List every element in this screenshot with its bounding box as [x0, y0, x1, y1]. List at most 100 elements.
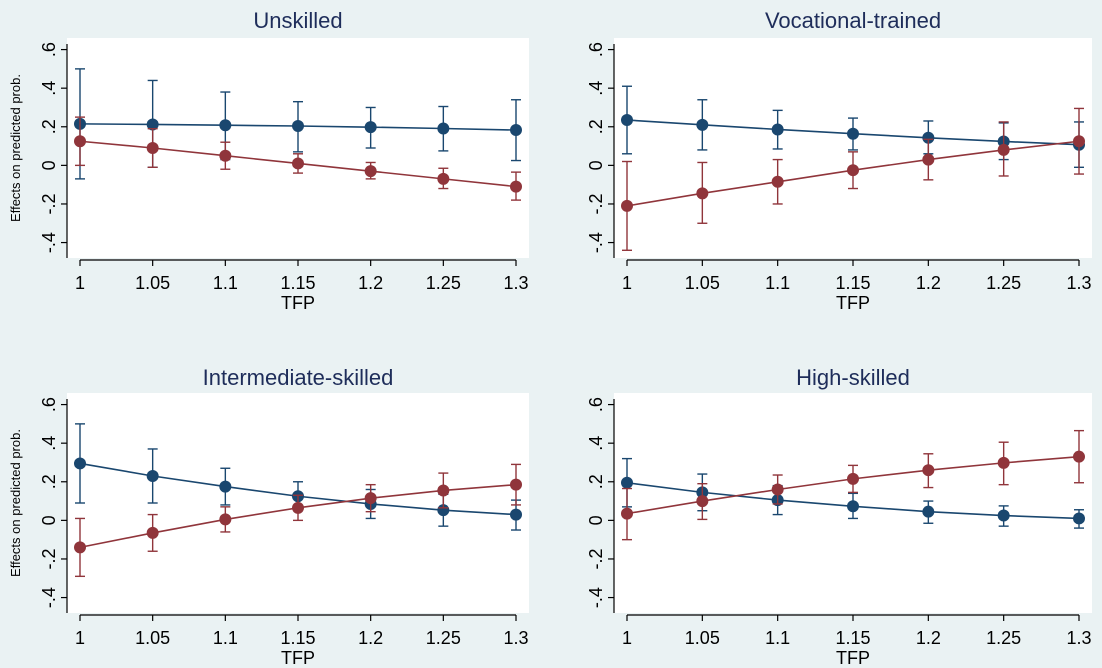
y-tick-label: -.4 — [39, 232, 59, 253]
x-tick-label: 1.15 — [835, 273, 870, 293]
data-point — [1073, 512, 1085, 525]
x-tick-label: 1.25 — [426, 273, 461, 293]
data-point — [847, 127, 859, 140]
data-point — [219, 480, 232, 493]
data-point — [696, 495, 709, 508]
data-point — [621, 507, 633, 520]
y-tick-label: 0 — [39, 160, 59, 170]
data-point — [219, 513, 232, 526]
x-tick-label: 1.05 — [685, 628, 720, 648]
data-point — [510, 478, 522, 491]
data-point — [292, 120, 304, 132]
y-tick-label: .2 — [586, 119, 606, 134]
data-point — [292, 157, 304, 170]
y-tick-label: .6 — [586, 397, 606, 412]
y-tick-label: .2 — [39, 474, 59, 489]
x-tick-label: 1.2 — [358, 273, 383, 293]
data-point — [771, 123, 784, 136]
data-point — [997, 143, 1010, 156]
data-point — [219, 149, 232, 162]
data-point — [997, 509, 1010, 522]
chart-title: Unskilled — [253, 8, 342, 33]
chart-title: High-skilled — [796, 365, 910, 390]
y-tick-label: .4 — [39, 436, 59, 451]
data-point — [364, 492, 377, 505]
chart-panel-3: Intermediate-skilled -.4 -.2 0 .2 .4 .6 Effects… — [8, 365, 529, 668]
x-tick-label: 1.1 — [765, 273, 790, 293]
data-point — [771, 175, 784, 188]
data-point — [146, 142, 159, 154]
chart-panel-2: Vocational-trained -.4 -.2 0 .2 .4 .6 1 1.05 1.1 1… — [586, 8, 1092, 313]
data-point — [922, 464, 935, 477]
x-axis-title: TFP — [836, 648, 870, 668]
x-tick-label: 1.15 — [280, 273, 315, 293]
y-tick-label: -.2 — [39, 548, 59, 569]
y-tick-label: .4 — [39, 81, 59, 96]
data-point — [696, 187, 709, 200]
data-point — [437, 484, 450, 497]
x-tick-label: 1.2 — [916, 628, 941, 648]
y-tick-label: -.4 — [586, 587, 606, 608]
x-tick-label: 1.3 — [503, 273, 528, 293]
x-tick-label: 1.2 — [916, 273, 941, 293]
y-tick-label: -.4 — [586, 232, 606, 253]
x-tick-label: 1.3 — [1066, 273, 1091, 293]
y-tick-label: .2 — [39, 119, 59, 134]
series-2 — [74, 116, 522, 201]
x-tick-label: 1 — [75, 273, 85, 293]
data-point — [510, 124, 522, 137]
data-point — [292, 501, 304, 514]
x-tick-label: 1.05 — [135, 628, 170, 648]
data-point — [621, 114, 633, 127]
data-point — [696, 118, 709, 131]
x-tick-label: 1.3 — [503, 628, 528, 648]
data-point — [621, 476, 633, 489]
chart-title: Intermediate-skilled — [203, 365, 394, 390]
x-tick-label: 1.25 — [426, 628, 461, 648]
data-point — [922, 131, 935, 144]
data-point — [510, 508, 522, 521]
data-point — [621, 199, 633, 212]
y-tick-label: -.4 — [39, 587, 59, 608]
x-tick-label: 1.05 — [685, 273, 720, 293]
data-point — [146, 526, 159, 539]
x-tick-label: 1.25 — [986, 273, 1021, 293]
data-point — [364, 165, 377, 178]
x-tick-label: 1 — [75, 628, 85, 648]
y-tick-label: -.2 — [586, 193, 606, 214]
data-point — [922, 153, 935, 166]
data-point — [847, 500, 859, 513]
y-axis-title: Effects on predicted prob. — [8, 74, 23, 222]
x-tick-label: 1 — [622, 628, 632, 648]
data-point — [997, 456, 1010, 469]
chart-panel-1: Unskilled -.4 -.2 0 .2 .4 .6 Effects on predict… — [8, 8, 529, 313]
chart-panel-4: High-skilled -.4 -.2 0 .2 .4 .6 1 1.05 1.1 1.15 1.2… — [586, 365, 1092, 668]
data-point — [437, 122, 450, 135]
data-point — [364, 121, 377, 134]
x-tick-label: 1.15 — [835, 628, 870, 648]
x-axis-title: TFP — [836, 293, 870, 313]
y-axis-title: Effects on predicted prob. — [8, 429, 23, 577]
data-point — [437, 172, 450, 185]
y-tick-label: .6 — [586, 42, 606, 57]
y-tick-label: -.2 — [39, 193, 59, 214]
data-point — [74, 457, 86, 470]
series-2 — [621, 429, 1085, 541]
data-point — [1073, 135, 1085, 148]
series-2 — [621, 107, 1085, 251]
y-tick-label: .2 — [586, 474, 606, 489]
y-tick-label: .4 — [586, 436, 606, 451]
x-tick-label: 1.1 — [213, 628, 238, 648]
y-tick-label: 0 — [586, 160, 606, 170]
data-point — [847, 472, 859, 485]
chart-title: Vocational-trained — [765, 8, 941, 33]
data-point — [146, 118, 159, 131]
data-point — [1073, 450, 1085, 463]
y-tick-label: .6 — [39, 397, 59, 412]
data-point — [922, 505, 935, 518]
x-axis-title: TFP — [281, 293, 315, 313]
data-point — [219, 119, 232, 132]
data-point — [510, 180, 522, 193]
x-tick-label: 1.1 — [213, 273, 238, 293]
